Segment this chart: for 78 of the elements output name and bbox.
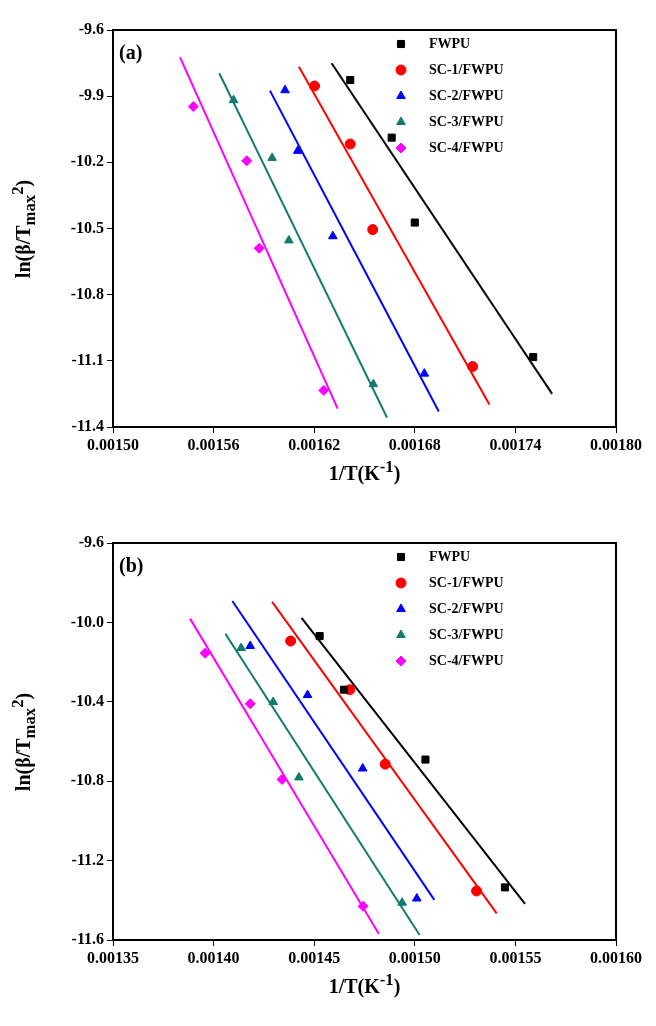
legend-label: SC-2/FWPU xyxy=(429,87,504,103)
x-tick-label: 0.00145 xyxy=(288,948,341,966)
point xyxy=(245,640,256,650)
x-tick-label: 0.00155 xyxy=(489,948,542,966)
legend-label: FWPU xyxy=(429,35,471,51)
y-tick-label: -11.4 xyxy=(71,417,104,435)
point xyxy=(292,145,303,154)
y-tick-label: -11.2 xyxy=(71,850,104,868)
x-tick-label: 0.00150 xyxy=(388,948,441,966)
point xyxy=(294,771,304,781)
point xyxy=(236,642,246,652)
point xyxy=(187,101,199,113)
x-tick-label: 0.00150 xyxy=(87,435,139,453)
y-tick-label: -10.2 xyxy=(70,152,104,170)
point xyxy=(244,698,256,710)
point xyxy=(471,885,483,897)
x-tick-label: 0.00162 xyxy=(288,435,341,453)
legend-label: SC-1/FWPU xyxy=(429,574,504,590)
y-tick-label: -11.6 xyxy=(71,930,104,948)
y-tick-label: -10.0 xyxy=(70,612,104,630)
y-tick-label: -10.5 xyxy=(70,218,104,236)
point xyxy=(339,685,349,694)
point xyxy=(285,635,297,647)
legend-label: SC-4/FWPU xyxy=(429,652,504,668)
x-axis-title: 1/T(K$^{-1}$) xyxy=(328,970,401,998)
legend-label: SC-1/FWPU xyxy=(429,61,504,77)
x-tick-label: 0.00168 xyxy=(388,435,441,453)
legend-label: SC-4/FWPU xyxy=(429,139,504,155)
x-tick-label: 0.00174 xyxy=(489,435,542,453)
point xyxy=(268,696,278,705)
y-tick-label: -10.8 xyxy=(70,284,104,302)
point xyxy=(419,368,430,377)
point xyxy=(344,138,356,150)
y-tick-label: -11.1 xyxy=(71,350,104,368)
point xyxy=(529,353,538,362)
point xyxy=(346,76,355,85)
point xyxy=(411,893,422,902)
x-tick-label: 0.00180 xyxy=(590,435,642,453)
y-tick-label: -10.8 xyxy=(70,771,104,789)
point xyxy=(228,94,239,104)
legend-label: SC-2/FWPU xyxy=(429,600,504,616)
point xyxy=(367,224,379,236)
y-tick-label: -9.6 xyxy=(78,20,104,38)
point xyxy=(253,242,265,254)
y-tick-label: -10.4 xyxy=(70,691,104,709)
point xyxy=(199,647,211,659)
point xyxy=(397,897,407,906)
x-axis-title: 1/T(K$^{-1}$) xyxy=(328,457,401,485)
point xyxy=(410,218,419,227)
point xyxy=(368,378,379,388)
point xyxy=(327,230,338,240)
point xyxy=(318,384,330,396)
point xyxy=(241,155,253,167)
x-tick-label: 0.00156 xyxy=(187,435,240,453)
y-tick-label: -9.6 xyxy=(78,533,104,551)
point xyxy=(302,689,313,699)
legend-label: SC-3/FWPU xyxy=(429,626,504,642)
text: (a) xyxy=(119,41,143,65)
point xyxy=(276,773,288,785)
x-tick-label: 0.00135 xyxy=(87,948,139,966)
point xyxy=(309,80,321,92)
point xyxy=(379,758,391,770)
point xyxy=(357,763,368,772)
point xyxy=(421,755,430,764)
y-tick-label: -9.9 xyxy=(78,86,104,104)
point xyxy=(267,152,277,161)
point xyxy=(284,234,294,244)
point xyxy=(387,133,396,142)
point xyxy=(280,84,290,94)
point xyxy=(315,632,324,641)
x-tick-label: 0.00160 xyxy=(590,948,642,966)
point xyxy=(357,900,369,912)
x-tick-label: 0.00140 xyxy=(187,948,240,966)
text: (b) xyxy=(119,554,144,578)
legend-label: FWPU xyxy=(429,548,471,564)
legend-label: SC-3/FWPU xyxy=(429,113,504,129)
point xyxy=(467,361,479,373)
point xyxy=(500,883,509,892)
